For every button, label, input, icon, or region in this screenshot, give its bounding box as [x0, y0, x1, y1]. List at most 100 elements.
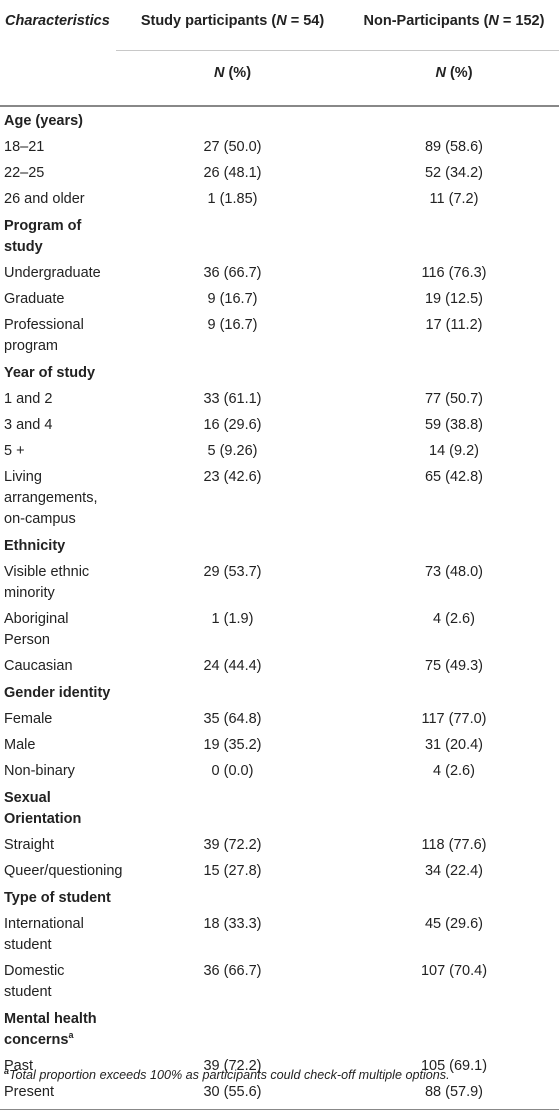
row-label: Non-binary: [4, 763, 75, 779]
table-row: Living arrangements, on-campus 23 (42.6) 6…: [0, 464, 559, 532]
table-row: Non-binary 0 (0.0) 4 (2.6): [0, 758, 559, 784]
row-label: Male: [4, 737, 36, 753]
participants-value: 23 (42.6): [203, 469, 262, 485]
nonparticipants-value: 116 (76.3): [421, 265, 487, 281]
table-row: 18–21 27 (50.0) 89 (58.6): [0, 134, 559, 160]
row-label: Past: [4, 1058, 34, 1074]
section-title: Program of study: [4, 218, 82, 255]
nonparticipants-value: 4 (2.6): [433, 763, 475, 779]
participants-value: 19 (35.2): [203, 737, 262, 753]
table-row: Visible ethnic minority 29 (53.7) 73 (48.0…: [0, 559, 559, 606]
section-title: Type of student: [4, 890, 111, 906]
table-row: 22–25 26 (48.1) 52 (34.2): [0, 160, 559, 186]
row-label: 26 and older: [4, 191, 85, 207]
participants-value: 30 (55.6): [116, 1079, 349, 1110]
row-label: 18–21: [4, 139, 45, 155]
table-row: Queer/questioning 15 (27.8) 34 (22.4): [0, 858, 559, 884]
nonparticipants-value: 31 (20.4): [424, 737, 484, 753]
participants-value: 0 (0.0): [211, 763, 254, 779]
footnote: aTotal proportion exceeds 100% as partic…: [4, 1065, 450, 1082]
table-row: Present 30 (55.6) 88 (57.9): [0, 1079, 559, 1110]
table-row: Female 35 (64.8) 117 (77.0): [0, 706, 559, 732]
nonparticipants-value: 4 (2.6): [433, 611, 475, 627]
row-label: International student: [4, 916, 84, 953]
section-row: Mental health concernsa: [0, 1005, 559, 1053]
nonparticipants-value: 105 (69.1): [420, 1058, 488, 1074]
section-row: Age (years): [0, 106, 559, 134]
nonparticipants-value: 11 (7.2): [429, 191, 479, 207]
table-row: 5 + 5 (9.26) 14 (9.2): [0, 438, 559, 464]
table-row: Graduate 9 (16.7) 19 (12.5): [0, 286, 559, 312]
section-title: Gender identity: [4, 685, 111, 701]
section-row: Year of study: [0, 359, 559, 386]
footnote-marker: a: [4, 1065, 10, 1076]
participants-value: 18 (33.3): [203, 916, 262, 932]
table-row: International student 18 (33.3) 45 (29.6): [0, 911, 559, 958]
table-row: Aboriginal Person 1 (1.9) 4 (2.6): [0, 606, 559, 653]
participants-value: 39 (72.2): [203, 1058, 262, 1074]
row-label: Aboriginal Person: [4, 611, 69, 648]
row-label: Domestic student: [4, 963, 65, 1000]
nonparticipants-value: 73 (48.0): [424, 564, 484, 580]
section-row: Ethnicity: [0, 532, 559, 559]
table-row: 26 and older 1 (1.85) 11 (7.2): [0, 186, 559, 212]
row-label: Professional program: [4, 317, 84, 354]
row-label: Living arrangements, on-campus: [4, 469, 98, 527]
subheader-row: N (%) N (%): [0, 51, 559, 106]
header-study-participants: Study participants (N = 54): [116, 4, 349, 51]
row-label: Graduate: [4, 291, 65, 307]
nonparticipants-value: 59 (38.8): [424, 417, 484, 433]
nonparticipants-value: 77 (50.7): [424, 391, 484, 407]
nonparticipants-value: 118 (77.6): [421, 837, 487, 853]
participants-value: 36 (66.7): [203, 265, 262, 281]
section-row: Type of student: [0, 884, 559, 911]
participants-value: 39 (72.2): [203, 837, 262, 853]
header-non-participants: Non-Participants (N = 152): [349, 4, 559, 51]
participants-value: 9 (16.7): [207, 291, 258, 307]
nonparticipants-value: 17 (11.2): [425, 317, 483, 333]
demographics-table: Characteristics Study participants (N = …: [0, 4, 559, 1110]
participants-value: 35 (64.8): [203, 711, 262, 727]
subheader-blank: [0, 51, 116, 106]
participants-value: 1 (1.9): [211, 611, 254, 627]
row-label: Visible ethnic minority: [4, 564, 90, 601]
section-title: Sexual Orientation: [4, 790, 82, 827]
header-row: Characteristics Study participants (N = …: [0, 4, 559, 51]
row-label: Straight: [4, 837, 54, 853]
section-title: Year of study: [4, 365, 96, 381]
nonparticipants-value: 89 (58.6): [424, 139, 484, 155]
row-label: 1 and 2: [4, 391, 53, 407]
participants-value: 5 (9.26): [207, 443, 258, 459]
participants-value: 33 (61.1): [203, 391, 262, 407]
section-title: Mental health concernsa: [4, 1011, 97, 1048]
section-title: Age (years): [4, 113, 83, 129]
participants-value: 27 (50.0): [203, 139, 262, 155]
participants-value: 29 (53.7): [203, 564, 262, 580]
nonparticipants-value: 65 (42.8): [424, 469, 484, 485]
participants-value: 9 (16.7): [207, 317, 258, 333]
nonparticipants-value: 75 (49.3): [424, 658, 484, 674]
table-row: Past 39 (72.2) 105 (69.1): [0, 1053, 559, 1079]
subheader-n-percent-nonparticipants: N (%): [435, 65, 473, 81]
subheader-n-percent-participants: N (%): [213, 65, 252, 81]
participants-value: 26 (48.1): [203, 165, 262, 181]
footnote-ref: a: [68, 1030, 74, 1041]
table-row: 3 and 4 16 (29.6) 59 (38.8): [0, 412, 559, 438]
table-body: Age (years) 18–21 27 (50.0) 89 (58.6) 22–25 2…: [0, 106, 559, 1110]
header-characteristics: Characteristics: [5, 13, 110, 29]
participants-value: 16 (29.6): [203, 417, 262, 433]
nonparticipants-value: 34 (22.4): [424, 863, 484, 879]
nonparticipants-value: 45 (29.6): [424, 916, 484, 932]
participants-value: 24 (44.4): [203, 658, 262, 674]
section-title: Ethnicity: [4, 538, 66, 554]
participants-value: 15 (27.8): [203, 863, 262, 879]
row-label: Undergraduate: [4, 265, 101, 281]
nonparticipants-value: 88 (57.9): [349, 1079, 559, 1110]
nonparticipants-value: 107 (70.4): [420, 963, 488, 979]
section-row: Gender identity: [0, 679, 559, 706]
table-row: Undergraduate 36 (66.7) 116 (76.3): [0, 260, 559, 286]
row-label: Female: [4, 711, 53, 727]
row-label: 5 +: [4, 443, 25, 459]
footnote-text: Total proportion exceeds 100% as partici…: [9, 1068, 450, 1082]
nonparticipants-value: 14 (9.2): [429, 443, 479, 459]
